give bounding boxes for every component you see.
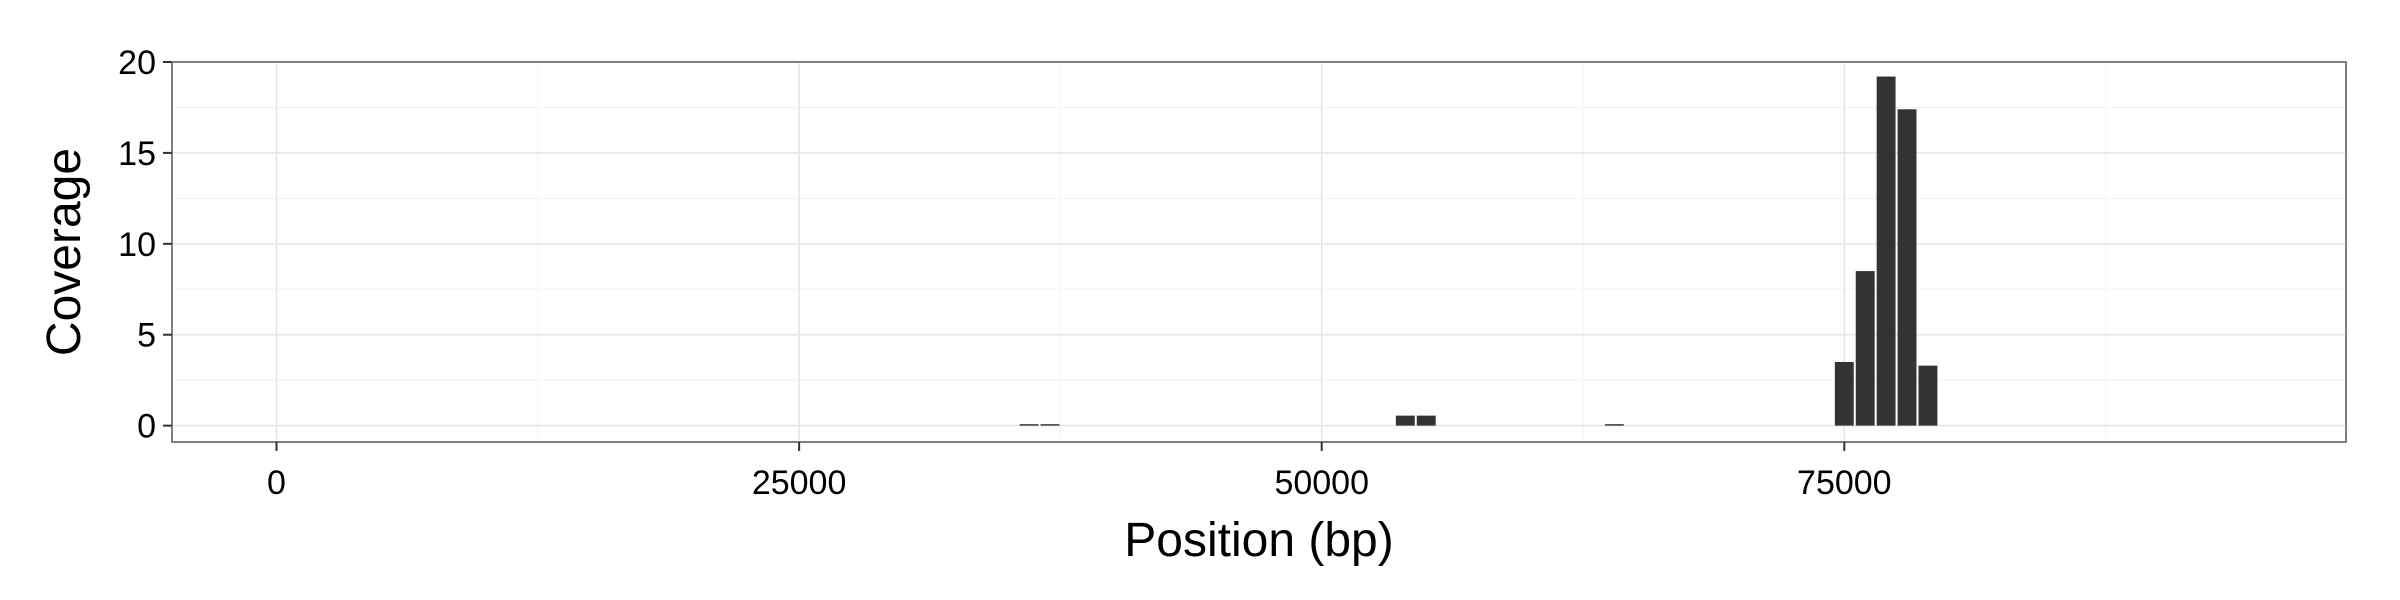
y-tick-label: 15 [118, 135, 156, 173]
y-tick-label: 5 [137, 317, 156, 355]
x-axis-title: Position (bp) [1124, 514, 1393, 567]
coverage-bar [1040, 424, 1060, 426]
coverage-bar [1416, 415, 1436, 426]
coverage-bar [1855, 271, 1875, 426]
bars [1019, 76, 1938, 426]
y-tick-label: 20 [118, 44, 156, 82]
y-tick-label: 0 [137, 408, 156, 446]
coverage-bar [1395, 415, 1415, 426]
y-tick-label: 10 [118, 226, 156, 264]
y-axis-title: Coverage [38, 148, 91, 356]
y-axis-ticks: 0 5 10 15 20 [118, 44, 172, 446]
x-tick-label: 25000 [752, 464, 847, 502]
plot-panel-background [172, 62, 2346, 442]
x-tick-label: 50000 [1274, 464, 1369, 502]
coverage-bar [1897, 109, 1917, 426]
coverage-bar [1604, 424, 1624, 426]
coverage-bar [1834, 362, 1854, 426]
x-tick-label: 0 [267, 464, 286, 502]
plot-panel-border [171, 61, 2347, 443]
x-tick-label: 75000 [1797, 464, 1892, 502]
coverage-bar [1876, 76, 1896, 426]
x-axis-ticks: 0 25000 50000 75000 [267, 442, 1892, 502]
coverage-bar [1918, 365, 1938, 426]
coverage-bar [1019, 424, 1039, 426]
